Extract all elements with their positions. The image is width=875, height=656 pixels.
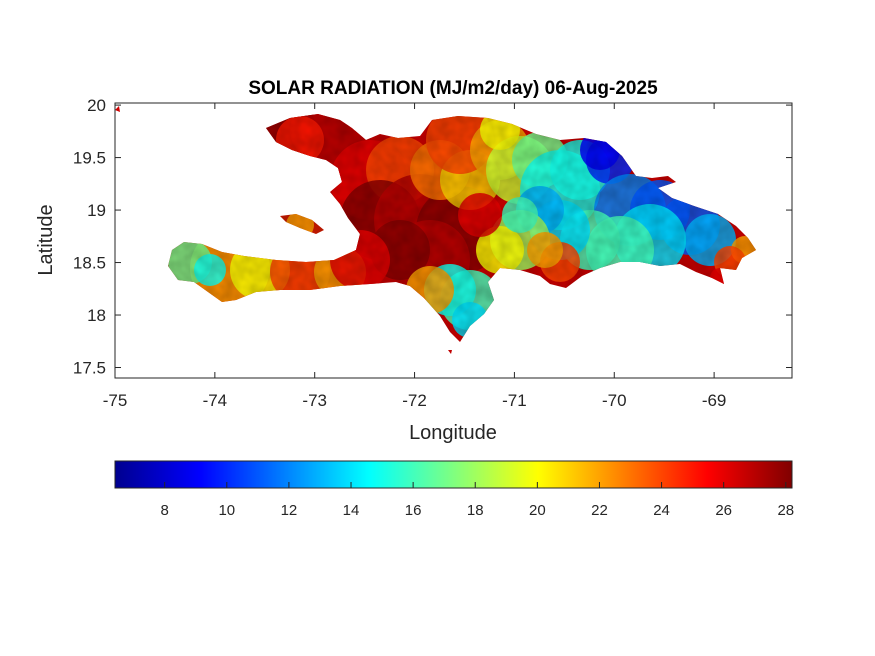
colorbar-tick-label: 8 (161, 502, 169, 519)
colorbar-tick-label: 22 (591, 502, 608, 519)
y-tick-label: 17.5 (73, 359, 106, 378)
x-axis-label: Longitude (409, 422, 497, 444)
y-axis-ticks: 17.5 18 18.5 19 19.5 20 (73, 96, 792, 378)
x-tick-label: -73 (302, 391, 327, 410)
colorbar-tick-label: 10 (218, 502, 235, 519)
colorbar-tick-label: 26 (715, 502, 732, 519)
y-tick-label: 20 (87, 96, 106, 115)
x-tick-label: -74 (203, 391, 228, 410)
colorbar (114, 460, 793, 489)
x-tick-label: -75 (103, 391, 128, 410)
chart-title: SOLAR RADIATION (MJ/m2/day) 06-Aug-2025 (248, 78, 658, 99)
colorbar-tick-label: 20 (529, 502, 546, 519)
colorbar-tick-label: 14 (343, 502, 360, 519)
colorbar-tick-label: 16 (405, 502, 422, 519)
y-tick-label: 18 (87, 306, 106, 325)
colorbar-tick-label: 18 (467, 502, 484, 519)
y-tick-label: 18.5 (73, 254, 106, 273)
x-tick-label: -71 (502, 391, 527, 410)
y-axis-label: Latitude (35, 204, 57, 275)
x-tick-label: -70 (602, 391, 627, 410)
x-tick-label: -69 (702, 391, 727, 410)
x-tick-label: -72 (402, 391, 427, 410)
axes-box (114, 102, 793, 379)
y-tick-label: 19 (87, 201, 106, 220)
x-axis-ticks: -75 -74 -73 -72 -71 -70 -69 (103, 103, 727, 410)
y-tick-label: 19.5 (73, 149, 106, 168)
colorbar-ticks: 8 10 12 14 16 18 20 22 24 26 28 (161, 482, 794, 519)
colorbar-tick-label: 28 (777, 502, 794, 519)
colorbar-tick-label: 24 (653, 502, 670, 519)
colorbar-tick-label: 12 (281, 502, 298, 519)
